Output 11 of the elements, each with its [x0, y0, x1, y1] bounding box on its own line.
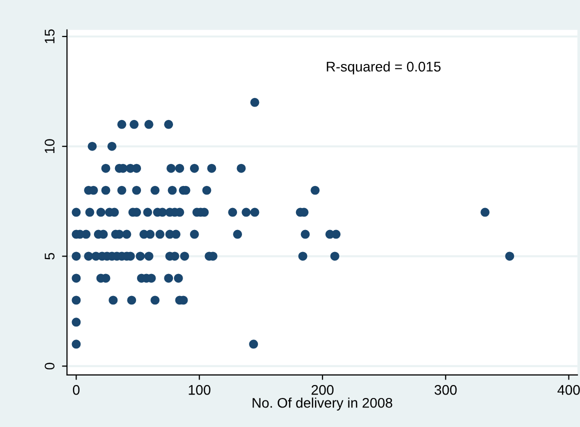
y-tick-label: 0	[44, 362, 55, 370]
annotation: R-squared = 0.015	[326, 61, 441, 74]
x-axis-title: No. Of delivery in 2008	[252, 398, 392, 411]
x-tick-label: 200	[312, 384, 334, 395]
y-tick-label: 15	[44, 29, 55, 44]
y-tick-label: 10	[44, 139, 55, 154]
y-tick-label: 5	[44, 252, 55, 260]
x-tick-label: 300	[434, 384, 457, 395]
x-tick-label: 400	[558, 384, 580, 395]
x-tick-label: 100	[188, 384, 210, 395]
x-tick-label: 0	[72, 384, 80, 395]
